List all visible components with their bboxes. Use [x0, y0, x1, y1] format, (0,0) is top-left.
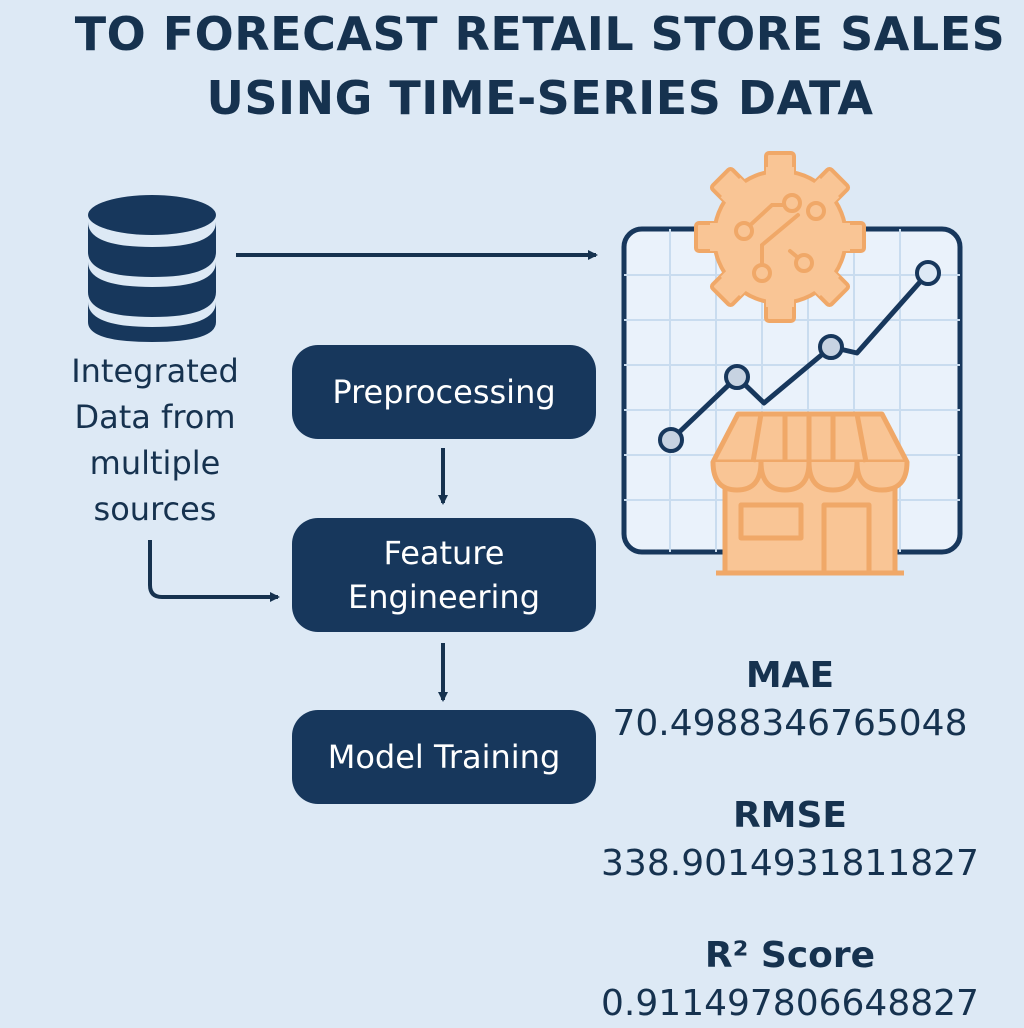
- metric-rmse: RMSE 338.9014931811827: [600, 792, 980, 888]
- title-line-2: USING TIME-SERIES DATA: [206, 71, 874, 125]
- metric-r2-score: R² Score 0.911497806648827: [600, 932, 980, 1028]
- step-preprocessing: Preprocessing: [292, 345, 596, 439]
- source-label-line: Data from: [74, 398, 236, 436]
- metric-value: 338.9014931811827: [601, 843, 979, 884]
- metric-value: 0.911497806648827: [601, 983, 979, 1024]
- source-label-line: Integrated: [71, 352, 239, 390]
- title-line-1: TO FORECAST RETAIL STORE SALES: [74, 7, 1006, 61]
- metric-name: MAE: [745, 655, 835, 696]
- step-model-training: Model Training: [292, 710, 596, 804]
- metric-mae: MAE 70.4988346765048: [600, 652, 980, 748]
- source-label-line: multiple: [89, 444, 221, 482]
- step-label: Feature: [383, 534, 505, 572]
- metric-value: 70.4988346765048: [612, 703, 968, 744]
- step-label: Engineering: [348, 578, 540, 616]
- gear-circuit-icon: [694, 151, 866, 323]
- database-icon: [88, 195, 216, 342]
- metric-name: R² Score: [704, 935, 876, 976]
- storefront-icon: [710, 411, 910, 576]
- source-label: Integrated Data from multiple sources: [40, 348, 270, 532]
- page-title: TO FORECAST RETAIL STORE SALES USING TIM…: [60, 2, 1020, 130]
- step-label: Preprocessing: [332, 373, 556, 411]
- step-feature-engineering: Feature Engineering: [292, 518, 596, 632]
- metric-name: RMSE: [732, 795, 848, 836]
- arrow-source-to-features: [148, 540, 280, 602]
- step-label: Model Training: [327, 738, 561, 776]
- source-label-line: sources: [93, 490, 217, 528]
